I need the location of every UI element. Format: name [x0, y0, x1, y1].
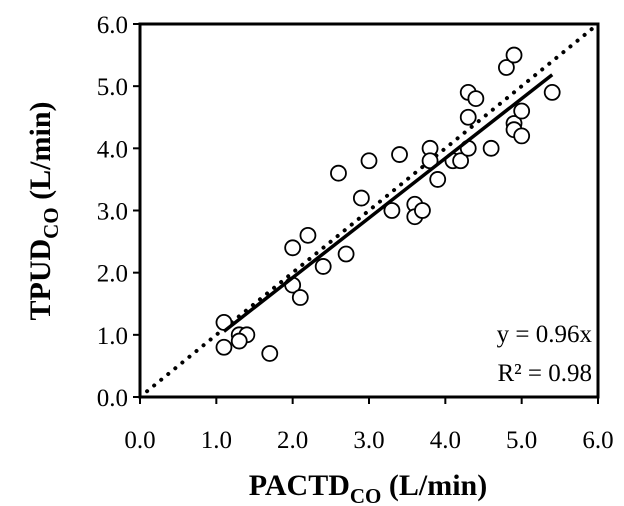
data-point: [513, 102, 531, 120]
data-point: [360, 152, 378, 170]
y-tick-label: 5.0: [97, 74, 128, 101]
data-point: [337, 245, 355, 263]
data-point: [513, 127, 531, 145]
data-point: [459, 108, 477, 126]
x-tick-label: 5.0: [506, 427, 537, 454]
x-tick-label: 0.0: [124, 427, 155, 454]
fit-equation-label: y = 0.96x: [497, 321, 593, 348]
fit-line: [222, 73, 554, 333]
x-tick-label: 2.0: [277, 427, 308, 454]
data-point: [314, 258, 332, 275]
data-point: [299, 226, 317, 244]
data-point: [291, 289, 309, 306]
identity-line: [138, 22, 600, 399]
x-tick-label: 3.0: [353, 427, 384, 454]
data-point: [284, 239, 302, 257]
y-tick-label: 6.0: [97, 12, 128, 39]
y-axis-label-sub: CO: [39, 207, 63, 239]
y-tick-label: 2.0: [97, 261, 128, 288]
data-point: [352, 189, 370, 207]
y-tick-label: 3.0: [97, 199, 128, 226]
r-squared-label: R² = 0.98: [497, 360, 592, 387]
data-point: [452, 152, 470, 170]
y-axis-label-main: TPUD: [24, 239, 57, 321]
data-point: [391, 146, 408, 163]
y-tick-label: 4.0: [97, 136, 128, 163]
data-point: [467, 90, 485, 107]
y-tick-labels: 0.0 1.0 2.0 3.0 4.0 5.0 6.0: [97, 12, 140, 412]
data-point: [429, 171, 447, 188]
data-point: [543, 83, 561, 101]
x-axis-label-sub: CO: [350, 484, 382, 506]
x-axis-label: PACTDCO (L/min): [249, 469, 487, 506]
data-point: [215, 338, 233, 356]
data-point: [383, 202, 401, 219]
data-point: [230, 332, 248, 350]
data-point: [330, 164, 347, 182]
y-axis-label-unit: (L/min): [24, 101, 57, 207]
data-point: [497, 59, 515, 76]
data-point: [505, 46, 523, 64]
x-tick-labels: 0.0 1.0 2.0 3.0 4.0 5.0 6.0: [124, 397, 614, 454]
x-tick-label: 1.0: [201, 427, 232, 454]
data-point: [261, 345, 279, 362]
x-tick-label: 6.0: [582, 427, 613, 454]
x-tick-label: 4.0: [430, 427, 461, 454]
data-point: [482, 139, 500, 157]
y-tick-label: 0.0: [97, 385, 128, 412]
y-axis-label: TPUDCO (L/min): [24, 101, 63, 320]
y-tick-label: 1.0: [97, 323, 128, 350]
plot-area: [138, 22, 600, 399]
data-point: [414, 202, 431, 219]
x-axis-label-unit: (L/min): [381, 469, 487, 502]
x-axis-label-main: PACTD: [249, 469, 350, 502]
